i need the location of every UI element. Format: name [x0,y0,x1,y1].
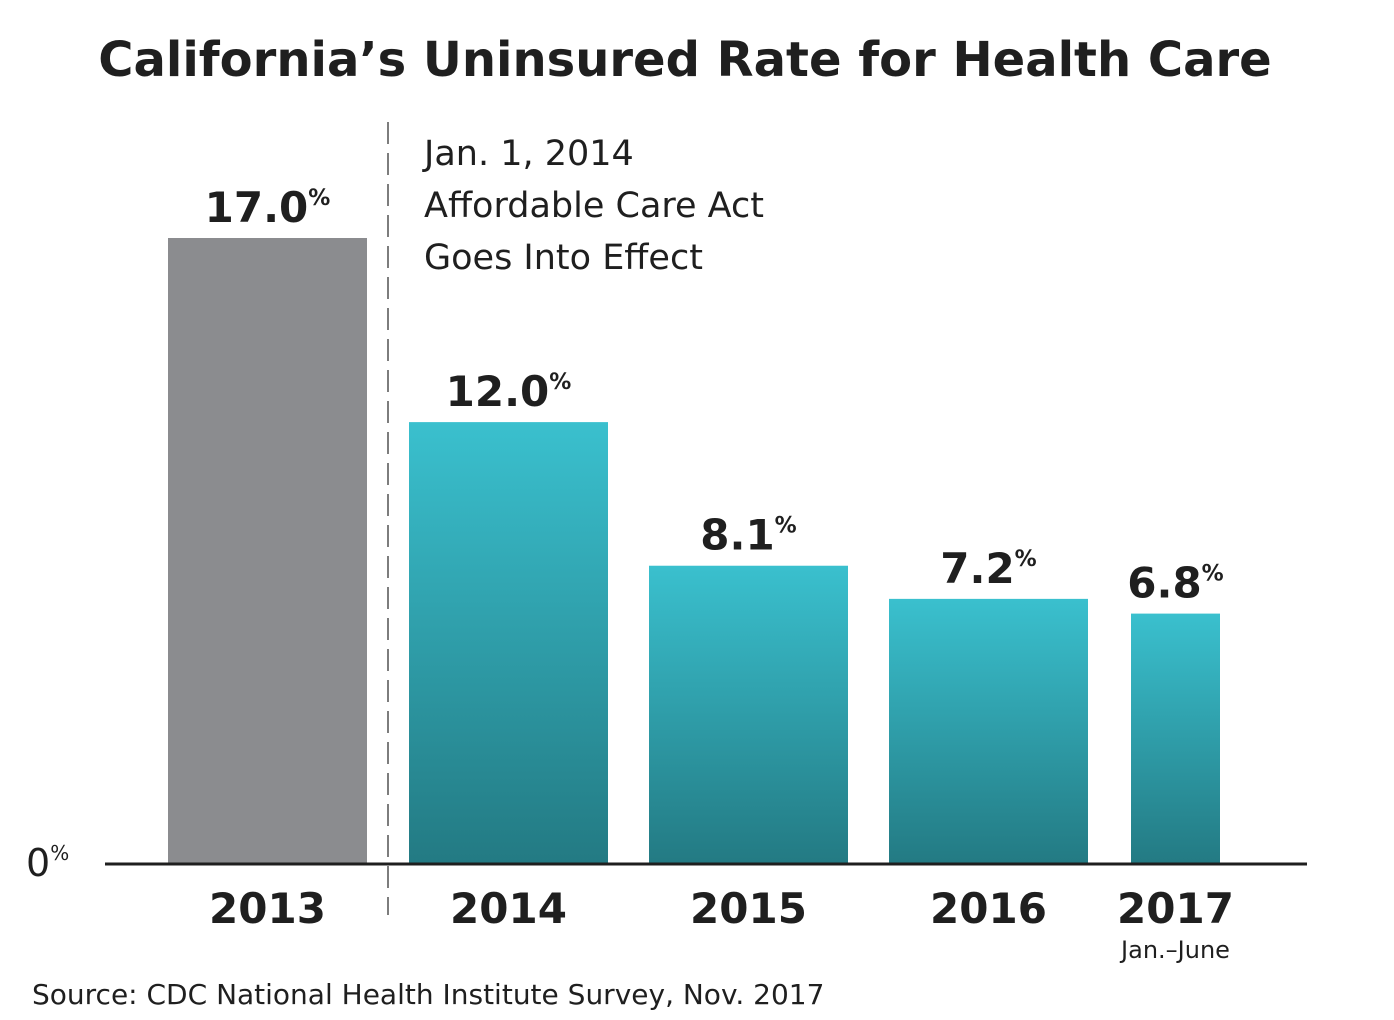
bar-2013 [168,238,367,864]
category-label-2014: 2014 [450,884,567,933]
annotation-line-1: Jan. 1, 2014 [422,134,634,174]
category-label-2016: 2016 [930,884,1047,933]
annotation-line-3: Goes Into Effect [424,238,703,278]
value-label-2015: 8.1% [700,511,796,560]
bar-2016 [889,598,1088,864]
value-labels: 17.0% 12.0% 8.1% 7.2% 6.8% [205,183,1224,608]
source-note: Source: CDC National Health Institute Su… [32,978,824,1011]
annotation-line-2: Affordable Care Act [424,186,764,226]
aca-annotation: Jan. 1, 2014 Affordable Care Act Goes In… [422,134,764,278]
category-sublabel-2017: Jan.–June [1119,936,1230,964]
bar-2014 [409,422,608,864]
value-label-2017: 6.8% [1127,559,1223,608]
bar-series [168,238,1220,864]
chart-title: California’s Uninsured Rate for Health C… [98,32,1271,88]
value-label-2014: 12.0% [446,367,572,416]
y-zero-label: 0% [26,841,69,885]
value-label-2013: 17.0% [205,183,331,232]
bar-2015 [649,565,848,864]
bar-2017 [1131,613,1220,864]
category-label-2015: 2015 [690,884,807,933]
value-label-2016: 7.2% [940,544,1036,593]
category-label-2017: 2017 [1117,884,1234,933]
category-label-2013: 2013 [209,884,326,933]
category-labels: 2013 2014 2015 2016 2017 Jan.–June [209,884,1234,964]
